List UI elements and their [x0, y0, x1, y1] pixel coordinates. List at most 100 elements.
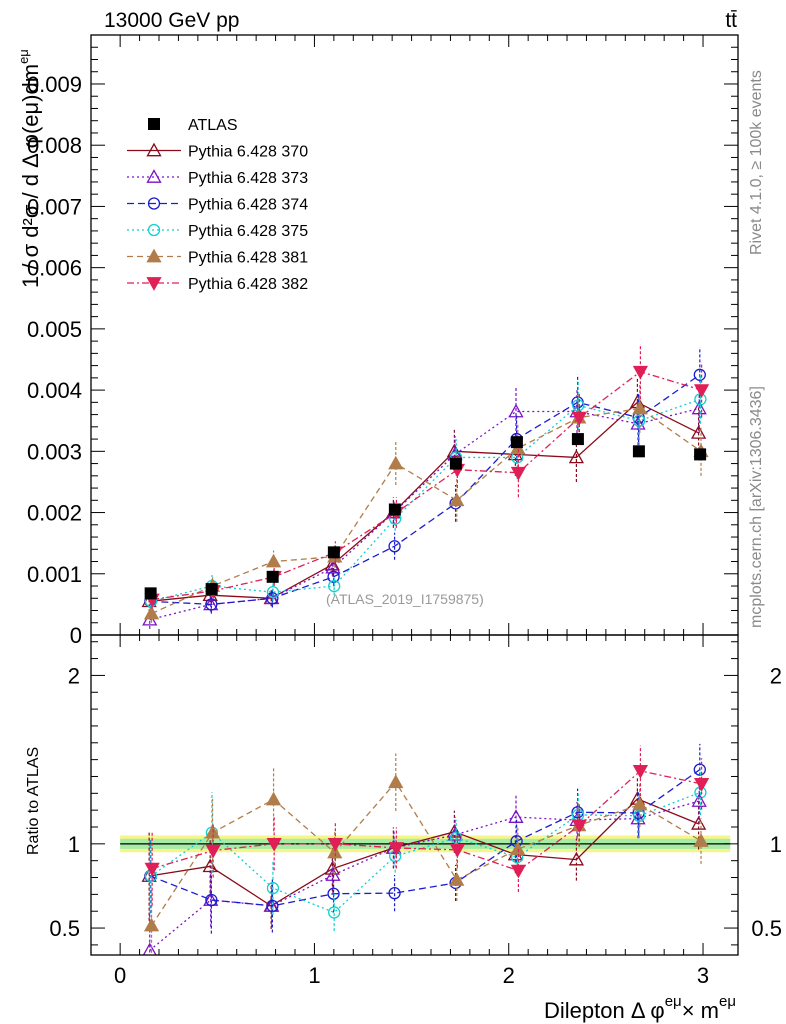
ratio-series-line: [151, 781, 702, 926]
marker: [568, 449, 585, 464]
ratio-y-tick-label-right: 2: [770, 663, 782, 688]
series-pythia-6-428-381: [143, 383, 709, 623]
ratio-series-line: [151, 770, 702, 872]
marker: [388, 886, 401, 900]
marker: [266, 592, 279, 605]
tick-labels: 0 1 2 3 0 0.001 0.002 0.003 0.004 0.005 0.006 0.007…: [27, 72, 782, 988]
side-text-bottom: mcplots.cern.ch [arXiv:1306.3436]: [748, 386, 765, 628]
x-tick-label: 2: [503, 963, 515, 988]
series-line: [149, 407, 700, 621]
legend-entry-atlas: ATLAS: [148, 117, 238, 134]
marker: [266, 899, 279, 913]
side-text-top: Rivet 4.1.0, ≥ 100k events: [748, 70, 765, 255]
marker: [691, 793, 707, 807]
y-tick-label: 0.009: [27, 72, 82, 97]
series-line: [149, 401, 699, 602]
legend-entry-pythia-6-428-370: Pythia 6.428 370: [127, 142, 308, 161]
marker: [633, 414, 646, 427]
ratio-y-tick-label-right: 1: [770, 832, 782, 857]
marker: [327, 844, 343, 859]
marker: [266, 570, 279, 583]
legend-label: Pythia 6.428 375: [188, 223, 308, 240]
legend-entry-pythia-6-428-381: Pythia 6.428 381: [127, 248, 308, 267]
marker: [143, 917, 160, 932]
ratio-y-tick-label: 1: [68, 832, 80, 857]
marker: [325, 559, 341, 574]
marker: [510, 436, 523, 449]
x-tick-label: 3: [697, 963, 709, 988]
marker: [449, 457, 462, 470]
y-tick-label: 0.001: [27, 562, 82, 587]
x-axis-label: Dilepton Δ φeμ× meμ: [544, 993, 736, 1023]
marker: [571, 433, 584, 446]
analysis-annotation: (ATLAS_2019_I1759875): [326, 591, 484, 607]
marker: [324, 860, 340, 875]
ratio-y-tick-label-right: 0.5: [751, 916, 782, 941]
series-line: [151, 407, 702, 615]
y-tick-label: 0.003: [27, 439, 82, 464]
ratio-series-pythia-6-428-370: [141, 776, 707, 929]
ratio-series-line: [149, 800, 700, 951]
legend-entry-pythia-6-428-373: Pythia 6.428 373: [127, 169, 308, 187]
y-tick-label: 0.004: [27, 378, 82, 403]
marker: [146, 142, 162, 157]
ratio-frame: [90, 634, 739, 956]
marker: [388, 503, 401, 516]
ratio-y-tick-label: 0.5: [49, 916, 80, 941]
marker: [205, 844, 221, 859]
marker: [144, 862, 160, 877]
ratio-series-pythia-6-428-382: [144, 745, 710, 906]
y-tick-label: 0.007: [27, 194, 82, 219]
y-axis-label: 1 / σ d²σ / d Δ φ(eμ)dmeμ: [16, 49, 43, 288]
marker: [265, 791, 282, 806]
x-tick-label: 1: [308, 963, 320, 988]
marker: [632, 765, 649, 779]
marker: [693, 833, 709, 847]
y-tick-label: 0.002: [27, 501, 82, 526]
marker: [691, 425, 707, 439]
ratio-series-pythia-6-428-381: [143, 753, 709, 955]
marker: [205, 583, 218, 596]
marker: [388, 774, 404, 789]
ratio-series-line: [150, 791, 701, 914]
y-tick-label: 0.005: [27, 317, 82, 342]
marker: [388, 455, 404, 470]
marker: [449, 844, 465, 858]
marker: [388, 540, 401, 553]
y-tick-label: 0.006: [27, 256, 82, 281]
marker: [632, 400, 648, 415]
ratio-series-pythia-6-428-373: [142, 778, 707, 955]
marker: [449, 492, 465, 507]
marker: [327, 837, 343, 852]
header-left: 13000 GeV pp: [104, 9, 239, 32]
marker: [148, 118, 160, 130]
marker: [144, 587, 157, 600]
marker: [694, 384, 710, 398]
ratio-panel: [120, 743, 731, 955]
marker: [694, 448, 707, 461]
marker: [147, 197, 161, 210]
marker: [388, 842, 404, 856]
legend-entry-pythia-6-428-374: Pythia 6.428 374: [127, 197, 308, 214]
marker: [266, 837, 282, 852]
ratio-series-line: [149, 798, 699, 907]
marker: [143, 605, 160, 620]
series-line: [150, 398, 701, 602]
marker: [328, 579, 341, 593]
marker: [571, 411, 588, 426]
legend-label: Pythia 6.428 373: [188, 170, 308, 187]
marker: [510, 466, 526, 481]
ratio-y-axis-label: Ratio to ATLAS: [25, 747, 42, 855]
marker: [328, 906, 341, 919]
series-line: [152, 371, 702, 601]
header-right: tt̄: [725, 9, 737, 32]
main-panel: [141, 344, 710, 629]
marker: [691, 400, 707, 415]
series-atlas-data: [144, 433, 707, 600]
series-line: [150, 374, 701, 606]
marker: [450, 831, 463, 844]
marker: [205, 598, 218, 611]
marker: [147, 223, 161, 237]
legend-label: Pythia 6.428 370: [188, 144, 308, 161]
